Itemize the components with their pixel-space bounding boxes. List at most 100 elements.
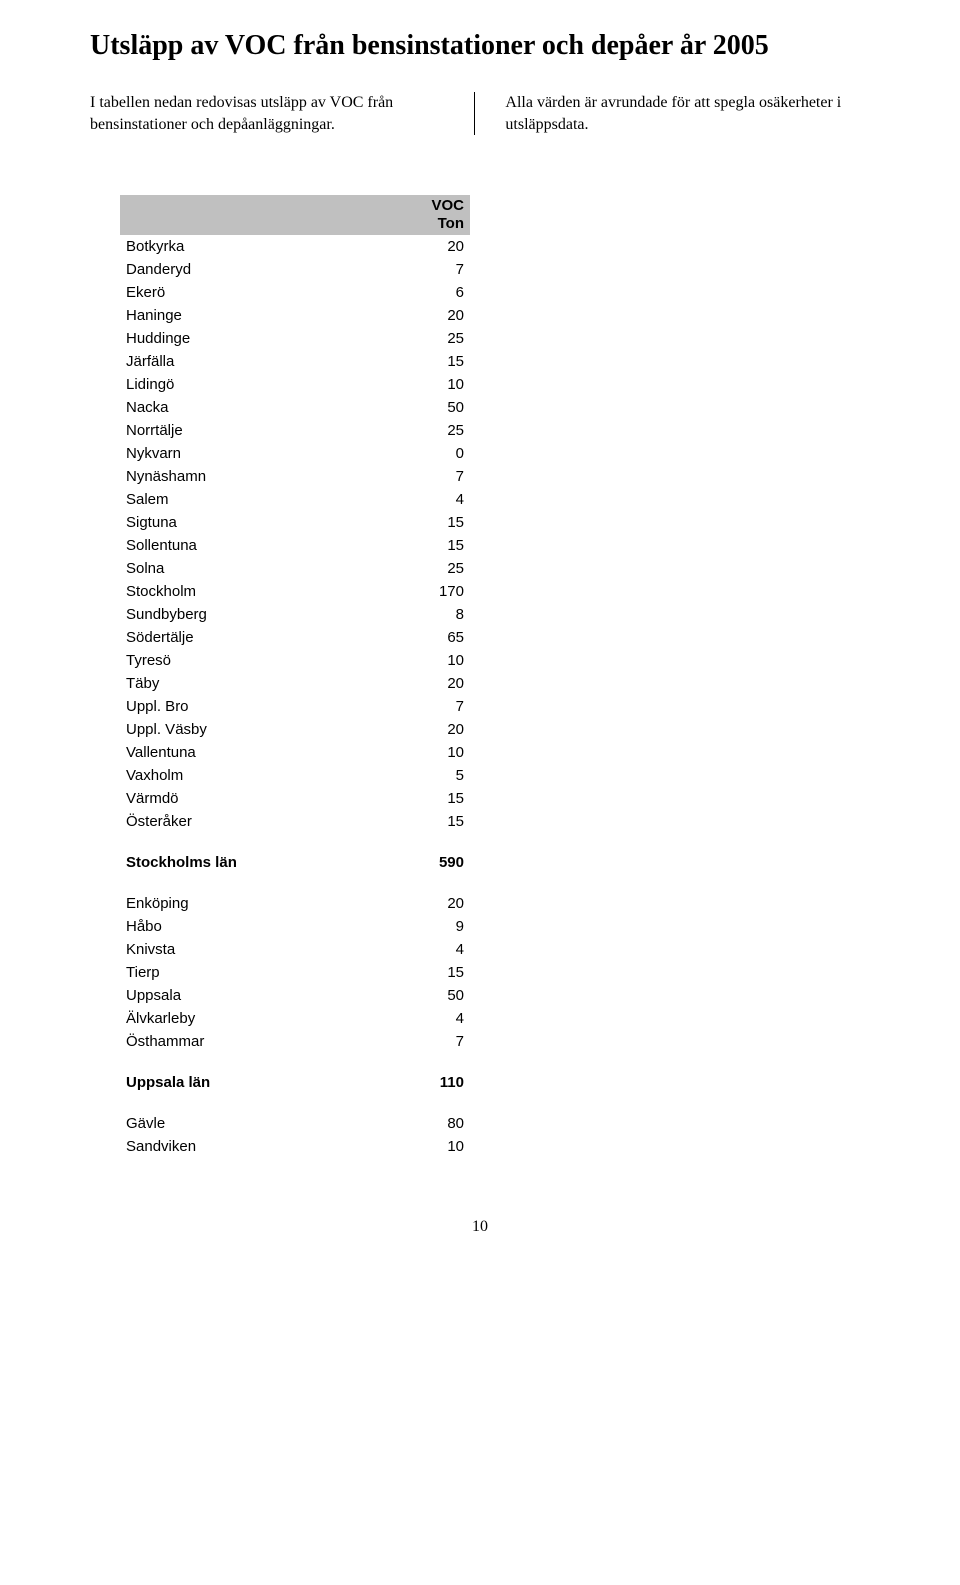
row-label: Värmdö [126,790,404,807]
row-value: 20 [404,721,464,738]
row-label: Södertälje [126,629,404,646]
row-value: 15 [404,790,464,807]
row-label: Danderyd [126,261,404,278]
table-row: Danderyd7 [120,258,470,281]
table-row: Södertälje65 [120,626,470,649]
row-value: 20 [404,675,464,692]
intro-block: I tabellen nedan redovisas utsläpp av VO… [90,92,870,135]
table-row: Botkyrka20 [120,235,470,258]
table-row: Uppsala50 [120,984,470,1007]
row-label: Uppsala [126,987,404,1004]
data-table: VOC Ton Botkyrka20Danderyd7Ekerö6Haninge… [120,195,470,1158]
table-row: Älvkarleby4 [120,1007,470,1030]
row-label: Östhammar [126,1033,404,1050]
table-row: Järfälla15 [120,350,470,373]
intro-text-left: I tabellen nedan redovisas utsläpp av VO… [90,92,464,135]
row-label: Huddinge [126,330,404,347]
intro-text-right: Alla värden är avrundade för att spegla … [485,92,870,135]
table-row: Vallentuna10 [120,741,470,764]
row-value: 50 [404,399,464,416]
row-value: 20 [404,895,464,912]
row-value: 4 [404,941,464,958]
row-label: Sigtuna [126,514,404,531]
table-row: Huddinge25 [120,327,470,350]
summary-label: Stockholms län [126,854,404,871]
row-label: Nacka [126,399,404,416]
summary-row-stockholm: Stockholms län 590 [120,851,470,874]
row-label: Österåker [126,813,404,830]
table-row: Håbo9 [120,915,470,938]
table-row: Uppl. Väsby20 [120,718,470,741]
table-row: Knivsta4 [120,938,470,961]
row-value: 25 [404,560,464,577]
table-row: Tyresö10 [120,649,470,672]
table-row: Sollentuna15 [120,534,470,557]
table-row: Täby20 [120,672,470,695]
row-label: Tyresö [126,652,404,669]
table-row: Nykvarn0 [120,442,470,465]
row-value: 25 [404,330,464,347]
row-label: Gävle [126,1115,404,1132]
row-label: Solna [126,560,404,577]
row-value: 15 [404,514,464,531]
table-row: Sundbyberg8 [120,603,470,626]
row-label: Botkyrka [126,238,404,255]
row-value: 10 [404,652,464,669]
row-label: Uppl. Väsby [126,721,404,738]
row-label: Norrtälje [126,422,404,439]
summary-value: 110 [404,1074,464,1091]
row-value: 4 [404,1010,464,1027]
row-label: Salem [126,491,404,508]
row-value: 9 [404,918,464,935]
row-label: Stockholm [126,583,404,600]
row-value: 10 [404,744,464,761]
table-row: Uppl. Bro7 [120,695,470,718]
table-row: Norrtälje25 [120,419,470,442]
page-number: 10 [90,1218,870,1236]
table-row: Nynäshamn7 [120,465,470,488]
row-label: Sandviken [126,1138,404,1155]
table-row: Solna25 [120,557,470,580]
row-value: 7 [404,1033,464,1050]
row-value: 170 [404,583,464,600]
row-label: Haninge [126,307,404,324]
row-label: Täby [126,675,404,692]
page-title: Utsläpp av VOC från bensinstationer och … [90,30,870,62]
table-row: Värmdö15 [120,787,470,810]
row-value: 10 [404,376,464,393]
table-row: Lidingö10 [120,373,470,396]
header-empty [120,195,425,235]
row-value: 8 [404,606,464,623]
document-page: Utsläpp av VOC från bensinstationer och … [0,0,960,1296]
row-value: 10 [404,1138,464,1155]
row-label: Håbo [126,918,404,935]
table-row: Haninge20 [120,304,470,327]
row-label: Sollentuna [126,537,404,554]
table-row: Österåker15 [120,810,470,833]
row-label: Ekerö [126,284,404,301]
table-row: Salem4 [120,488,470,511]
table-header: VOC Ton [120,195,470,235]
row-label: Vaxholm [126,767,404,784]
row-value: 6 [404,284,464,301]
summary-label: Uppsala län [126,1074,404,1091]
row-value: 20 [404,238,464,255]
summary-row-uppsala: Uppsala län 110 [120,1071,470,1094]
row-value: 20 [404,307,464,324]
table-row: Tierp15 [120,961,470,984]
row-value: 7 [404,468,464,485]
table-row: Sigtuna15 [120,511,470,534]
row-label: Sundbyberg [126,606,404,623]
header-line1: VOC [431,197,464,214]
row-value: 25 [404,422,464,439]
row-value: 7 [404,698,464,715]
row-label: Knivsta [126,941,404,958]
row-value: 5 [404,767,464,784]
row-label: Enköping [126,895,404,912]
row-value: 4 [404,491,464,508]
header-voc: VOC Ton [425,195,470,235]
row-value: 50 [404,987,464,1004]
row-label: Nynäshamn [126,468,404,485]
row-label: Järfälla [126,353,404,370]
header-line2: Ton [438,215,464,232]
